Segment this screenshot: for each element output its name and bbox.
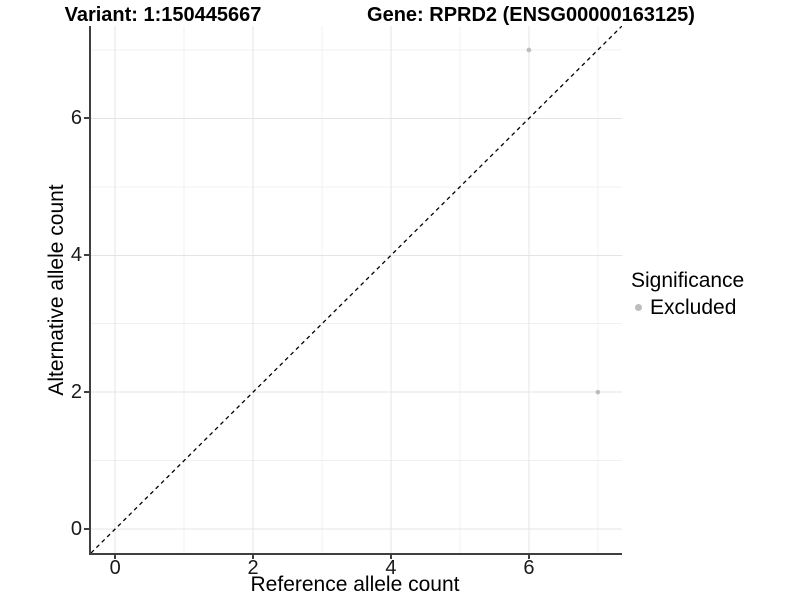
x-tick-label: 4 (385, 557, 397, 579)
y-axis-tick (84, 117, 89, 120)
legend-title: Significance (631, 269, 745, 292)
x-axis-title: Reference allele count (250, 573, 460, 596)
y-tick-label: 0 (70, 518, 82, 541)
y-tick-label: 2 (70, 381, 82, 404)
y-axis-title: Alternative allele count (45, 184, 68, 396)
gene-title: Gene: RPRD2 (ENSG00000163125) (367, 4, 695, 26)
x-tick-label: 2 (247, 557, 259, 579)
x-tick-label: 6 (523, 557, 535, 579)
legend-point-icon (635, 304, 642, 311)
x-tick-label: 0 (109, 557, 121, 579)
legend: Significance Excluded (631, 268, 796, 320)
x-axis-tick (527, 555, 530, 559)
variant-title: Variant: 1:150445667 (64, 4, 262, 26)
data-point (595, 389, 601, 395)
legend-items: Excluded (631, 295, 796, 320)
x-axis-tick (252, 555, 255, 559)
x-axis-tick (114, 555, 117, 559)
x-axis-tick (389, 555, 392, 559)
legend-item-label: Excluded (650, 296, 737, 319)
y-tick-label: 6 (70, 107, 82, 130)
legend-item: Excluded (631, 295, 796, 320)
y-axis-tick (84, 254, 89, 257)
y-axis-tick (84, 528, 89, 531)
data-point (526, 47, 532, 53)
plot-panel: 0 2 4 6 0 2 4 6 (71, 26, 622, 578)
y-axis-tick (84, 391, 89, 394)
y-tick-label: 4 (70, 244, 82, 267)
plot-layer (91, 26, 622, 553)
identity-dashed-line (91, 26, 622, 553)
